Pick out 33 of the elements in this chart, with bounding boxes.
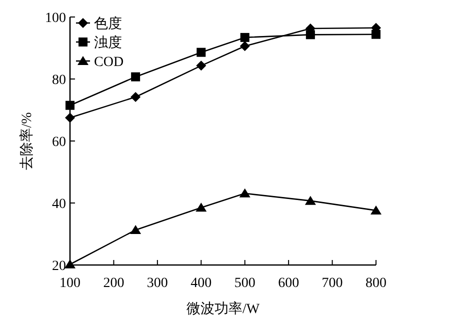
x-axis-title: 微波功率/W (186, 301, 260, 317)
point (66, 100, 74, 110)
point (131, 72, 140, 82)
legend-label: COD (94, 55, 124, 70)
point (372, 30, 380, 39)
point (196, 48, 206, 57)
y-tick-label: 100 (45, 11, 66, 26)
point (65, 112, 75, 123)
point (64, 259, 76, 268)
point (370, 205, 382, 214)
point (196, 202, 207, 212)
x-tick-label: 500 (234, 276, 256, 291)
point (306, 30, 315, 40)
point (240, 32, 250, 42)
x-tick-label: 600 (278, 276, 300, 291)
y-tick-label: 80 (52, 73, 66, 88)
point (130, 224, 142, 234)
point (240, 41, 250, 52)
x-tick-label: 400 (190, 276, 212, 291)
legend-label: 浊度 (94, 35, 122, 51)
point (239, 188, 250, 198)
x-tick-label: 800 (366, 276, 386, 291)
x-tick-label: 700 (322, 276, 343, 291)
y-tick-label: 20 (52, 259, 66, 274)
x-tick-label: 200 (103, 276, 124, 291)
y-tick-label: 60 (52, 135, 66, 150)
point (196, 60, 206, 71)
point (304, 196, 316, 205)
y-axis-title: 去除率/% (19, 112, 35, 170)
legend-label: 色度 (94, 16, 122, 32)
y-tick-label: 40 (52, 197, 66, 212)
point (130, 92, 141, 102)
x-tick-label: 300 (146, 276, 168, 291)
